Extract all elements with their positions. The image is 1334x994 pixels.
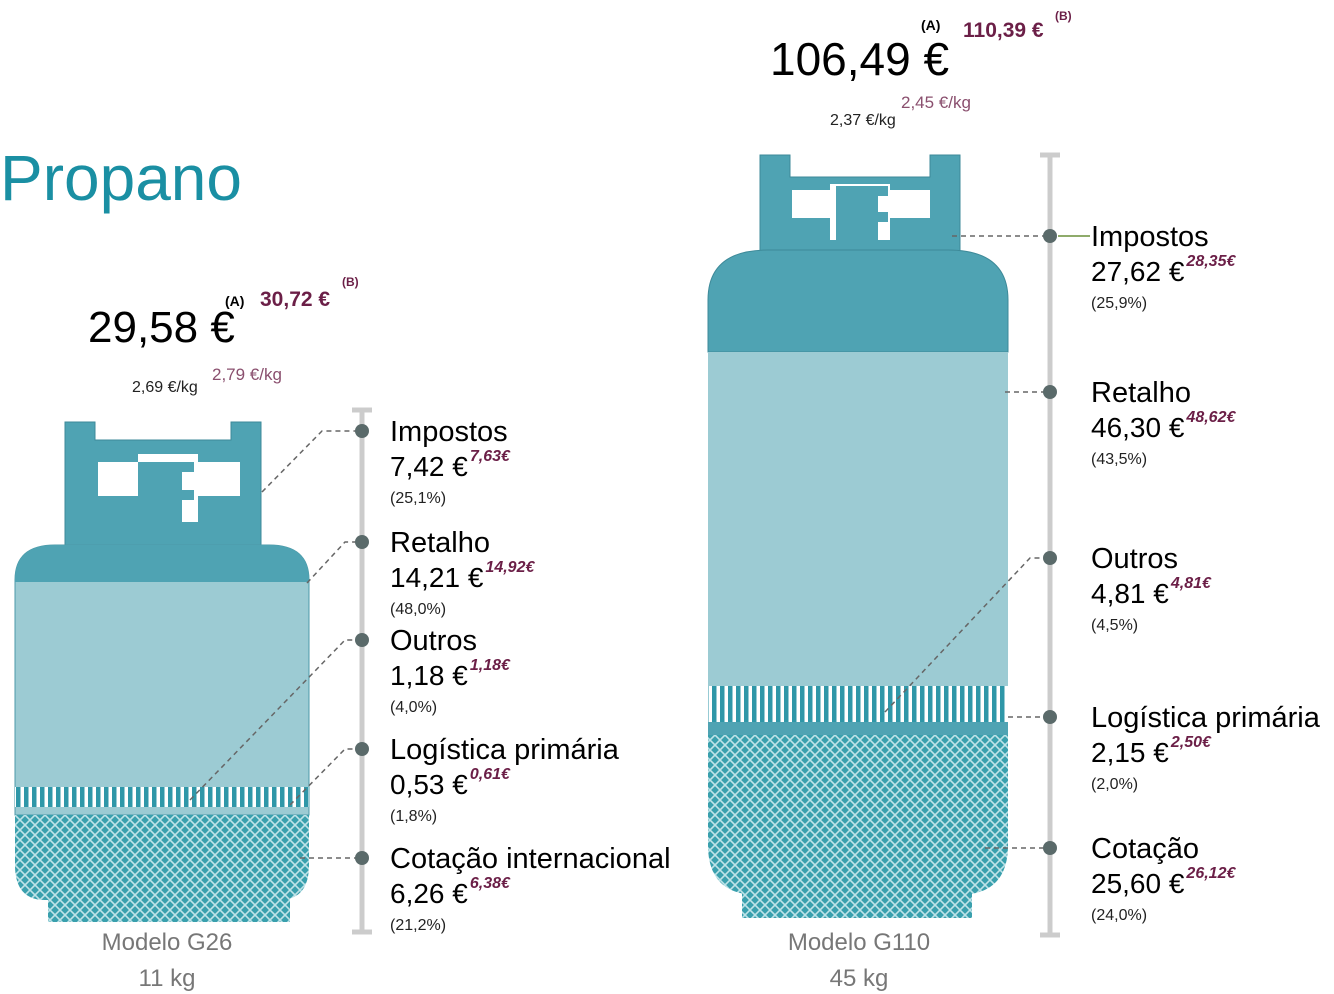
mark-a: (A): [921, 17, 940, 33]
component-value-b: 0,61€: [470, 766, 511, 783]
component-value: 0,53 €: [390, 769, 468, 800]
component-share: (2,0%): [1091, 776, 1138, 793]
price-a: 29,58 €: [88, 303, 235, 352]
component-value-b: 7,63€: [470, 448, 511, 465]
component-value: 6,26 €: [390, 878, 468, 909]
component-label: Logística primária: [390, 734, 620, 766]
dot: [1043, 710, 1057, 724]
dot: [355, 535, 369, 549]
component-share: (25,9%): [1091, 295, 1147, 312]
component-label: Impostos: [1091, 221, 1209, 253]
dot: [355, 424, 369, 438]
per-kg-b: 2,45 €/kg: [901, 93, 971, 112]
component-value: 7,42 €: [390, 451, 468, 482]
component-label: Cotação: [1091, 833, 1199, 865]
component-share: (21,2%): [390, 917, 446, 934]
component-share: (43,5%): [1091, 451, 1147, 468]
component-value-b: 2,50€: [1170, 734, 1212, 751]
component-value: 2,15 €: [1091, 737, 1169, 768]
per-kg-a: 2,69 €/kg: [132, 379, 198, 396]
model: Modelo G26: [102, 929, 233, 956]
dot: [355, 742, 369, 756]
dot: [355, 633, 369, 647]
component-share: (4,0%): [390, 699, 437, 716]
component-share: (1,8%): [390, 808, 437, 825]
component-share: (4,5%): [1091, 617, 1138, 634]
per-kg-b: 2,79 €/kg: [212, 365, 282, 384]
component-share: (48,0%): [390, 601, 446, 618]
price-a: 106,49 €: [770, 33, 949, 85]
dot: [1043, 841, 1057, 855]
per-kg-a: 2,37 €/kg: [830, 112, 896, 129]
dot: [355, 851, 369, 865]
component-value-b: 14,92€: [485, 559, 535, 576]
component-value-b: 4,81€: [1170, 575, 1212, 592]
component-value-b: 48,62€: [1185, 409, 1236, 426]
component-value: 4,81 €: [1091, 578, 1169, 609]
component-share: (25,1%): [390, 490, 446, 507]
component-label: Logística primária: [1091, 702, 1321, 734]
component-value: 1,18 €: [390, 660, 468, 691]
cylinder-g26: [14, 421, 310, 922]
component-label: Impostos: [390, 416, 508, 448]
weight: 11 kg: [139, 965, 196, 992]
component-label: Outros: [1091, 543, 1178, 575]
component-value-b: 1,18€: [470, 657, 511, 674]
component-value: 14,21 €: [390, 562, 484, 593]
component-label: Cotação internacional: [390, 843, 671, 875]
title: Propano: [0, 142, 242, 214]
model: Modelo G110: [788, 929, 930, 956]
component-value: 27,62 €: [1091, 256, 1185, 287]
dot: [1043, 385, 1057, 399]
component-value-b: 26,12€: [1185, 865, 1236, 882]
cylinder-g110: [707, 154, 1009, 918]
mark-b: (B): [1055, 9, 1072, 23]
component-value: 46,30 €: [1091, 412, 1185, 443]
mark-a: (A): [225, 293, 244, 309]
axis: [352, 152, 1060, 938]
component-label: Retalho: [390, 527, 490, 559]
mark-b: (B): [342, 275, 359, 289]
price-b: 30,72 €: [260, 288, 330, 311]
component-label: Retalho: [1091, 377, 1191, 409]
component-share: (24,0%): [1091, 907, 1147, 924]
weight: 45 kg: [830, 965, 889, 992]
dot: [1043, 551, 1057, 565]
component-label: Outros: [390, 625, 477, 657]
component-value-b: 28,35€: [1185, 253, 1236, 270]
component-value-b: 6,38€: [470, 875, 511, 892]
price-b: 110,39 €: [963, 19, 1044, 42]
dot: [1043, 229, 1057, 243]
component-value: 25,60 €: [1091, 868, 1185, 899]
